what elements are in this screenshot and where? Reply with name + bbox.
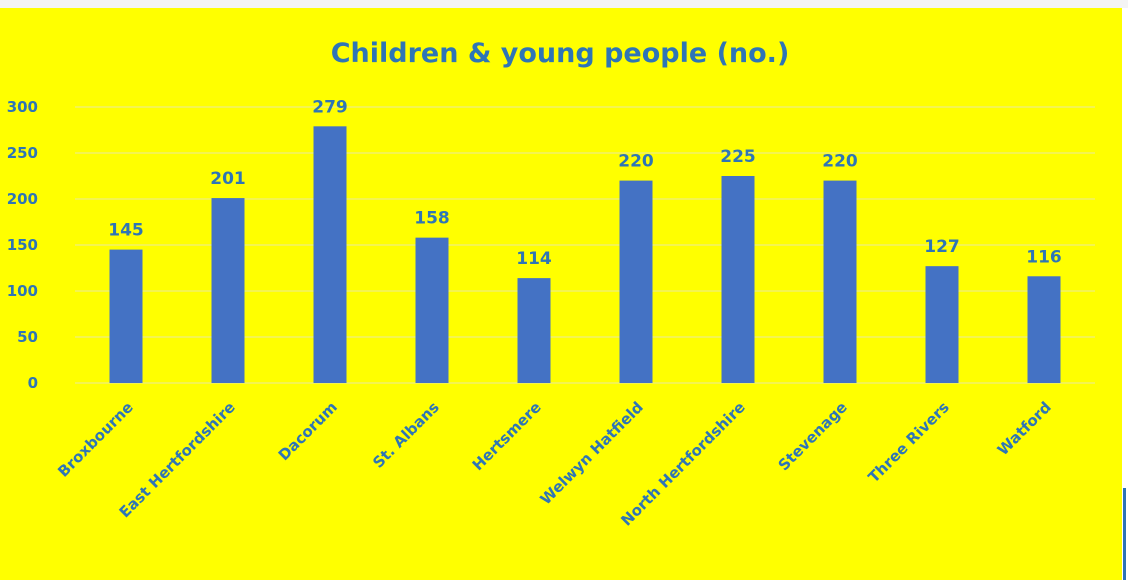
gridlines [75, 106, 1095, 384]
y-tick-label: 0 [28, 374, 38, 392]
bar [823, 180, 857, 383]
y-tick-label: 250 [7, 144, 38, 162]
data-label: 279 [312, 97, 348, 117]
y-tick-label: 100 [7, 282, 38, 300]
y-tick-label: 50 [17, 328, 38, 346]
y-tick-label: 300 [7, 98, 38, 116]
bar [619, 180, 653, 383]
x-tick-label: Dacorum [275, 398, 341, 464]
x-tick-label: East Hertfordshire [116, 398, 239, 521]
data-label: 114 [516, 249, 552, 269]
chart-title: Children & young people (no.) [331, 38, 790, 69]
data-labels: 145 201 279 158 114 220 225 220 127 116 [108, 97, 1062, 269]
bars [109, 126, 1061, 383]
bar [517, 278, 551, 383]
x-tick-label: Broxbourne [54, 398, 137, 481]
bar [721, 176, 755, 383]
data-label: 145 [108, 221, 144, 241]
bar [313, 126, 347, 383]
data-label: 116 [1026, 247, 1062, 267]
data-label: 225 [720, 147, 756, 167]
x-tick-label: St. Albans [369, 398, 443, 472]
right-border [1122, 8, 1128, 580]
data-label: 220 [822, 152, 858, 172]
data-label: 127 [924, 237, 960, 257]
bar [925, 266, 959, 383]
y-tick-label: 150 [7, 236, 38, 254]
edge-marker [1123, 488, 1126, 580]
y-tick-label: 200 [7, 190, 38, 208]
data-label: 201 [210, 169, 246, 189]
x-tick-label: Hertsmere [469, 398, 545, 474]
data-label: 158 [414, 209, 450, 229]
bar [211, 198, 245, 383]
bar [1027, 276, 1061, 383]
y-axis: 0 50 100 150 200 250 300 [7, 98, 38, 392]
x-tick-label: Three Rivers [865, 398, 953, 486]
x-tick-label: Welwyn Hatfield [537, 398, 647, 508]
data-label: 220 [618, 152, 654, 172]
bar [415, 237, 449, 383]
top-border [0, 0, 1128, 8]
bar [109, 249, 143, 383]
x-tick-label: Stevenage [775, 398, 851, 474]
x-tick-label: Watford [994, 398, 1055, 459]
